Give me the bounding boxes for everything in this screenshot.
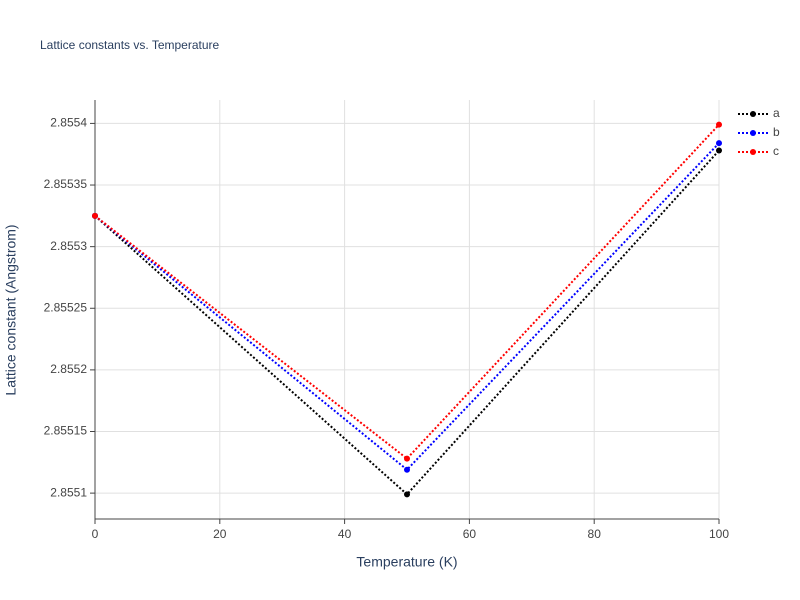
chart-title: Lattice constants vs. Temperature bbox=[40, 38, 220, 52]
x-axis-title: Temperature (K) bbox=[356, 554, 457, 570]
series-line bbox=[94, 149, 720, 496]
legend-marker bbox=[750, 130, 756, 136]
x-tick-label: 20 bbox=[213, 527, 227, 541]
marker bbox=[716, 121, 722, 128]
marker bbox=[404, 491, 410, 498]
y-axis-title: Lattice constant (Angstrom) bbox=[3, 224, 19, 395]
legend-label: a bbox=[773, 106, 780, 120]
x-tick-label: 60 bbox=[463, 527, 477, 541]
y-tick-label: 2.85535 bbox=[44, 177, 88, 191]
y-tick-label: 2.8552 bbox=[50, 362, 87, 376]
series-line bbox=[94, 142, 720, 472]
legend-label: b bbox=[773, 125, 780, 139]
x-tick-label: 0 bbox=[92, 527, 99, 541]
legend-marker bbox=[750, 111, 756, 117]
x-tick-label: 100 bbox=[709, 527, 729, 541]
y-tick-label: 2.85525 bbox=[44, 300, 88, 314]
marker bbox=[404, 466, 410, 473]
legend-marker bbox=[750, 149, 756, 155]
marker bbox=[404, 455, 410, 462]
y-tick-label: 2.8551 bbox=[50, 485, 87, 499]
marker bbox=[92, 212, 98, 219]
marker bbox=[716, 140, 722, 147]
x-tick-label: 80 bbox=[588, 527, 602, 541]
y-tick-label: 2.8553 bbox=[50, 239, 87, 253]
legend-label: c bbox=[773, 144, 779, 158]
x-tick-label: 40 bbox=[338, 527, 352, 541]
series-line bbox=[94, 123, 720, 460]
y-tick-label: 2.85515 bbox=[44, 424, 88, 438]
y-tick-label: 2.8554 bbox=[50, 116, 87, 130]
marker bbox=[716, 147, 722, 154]
